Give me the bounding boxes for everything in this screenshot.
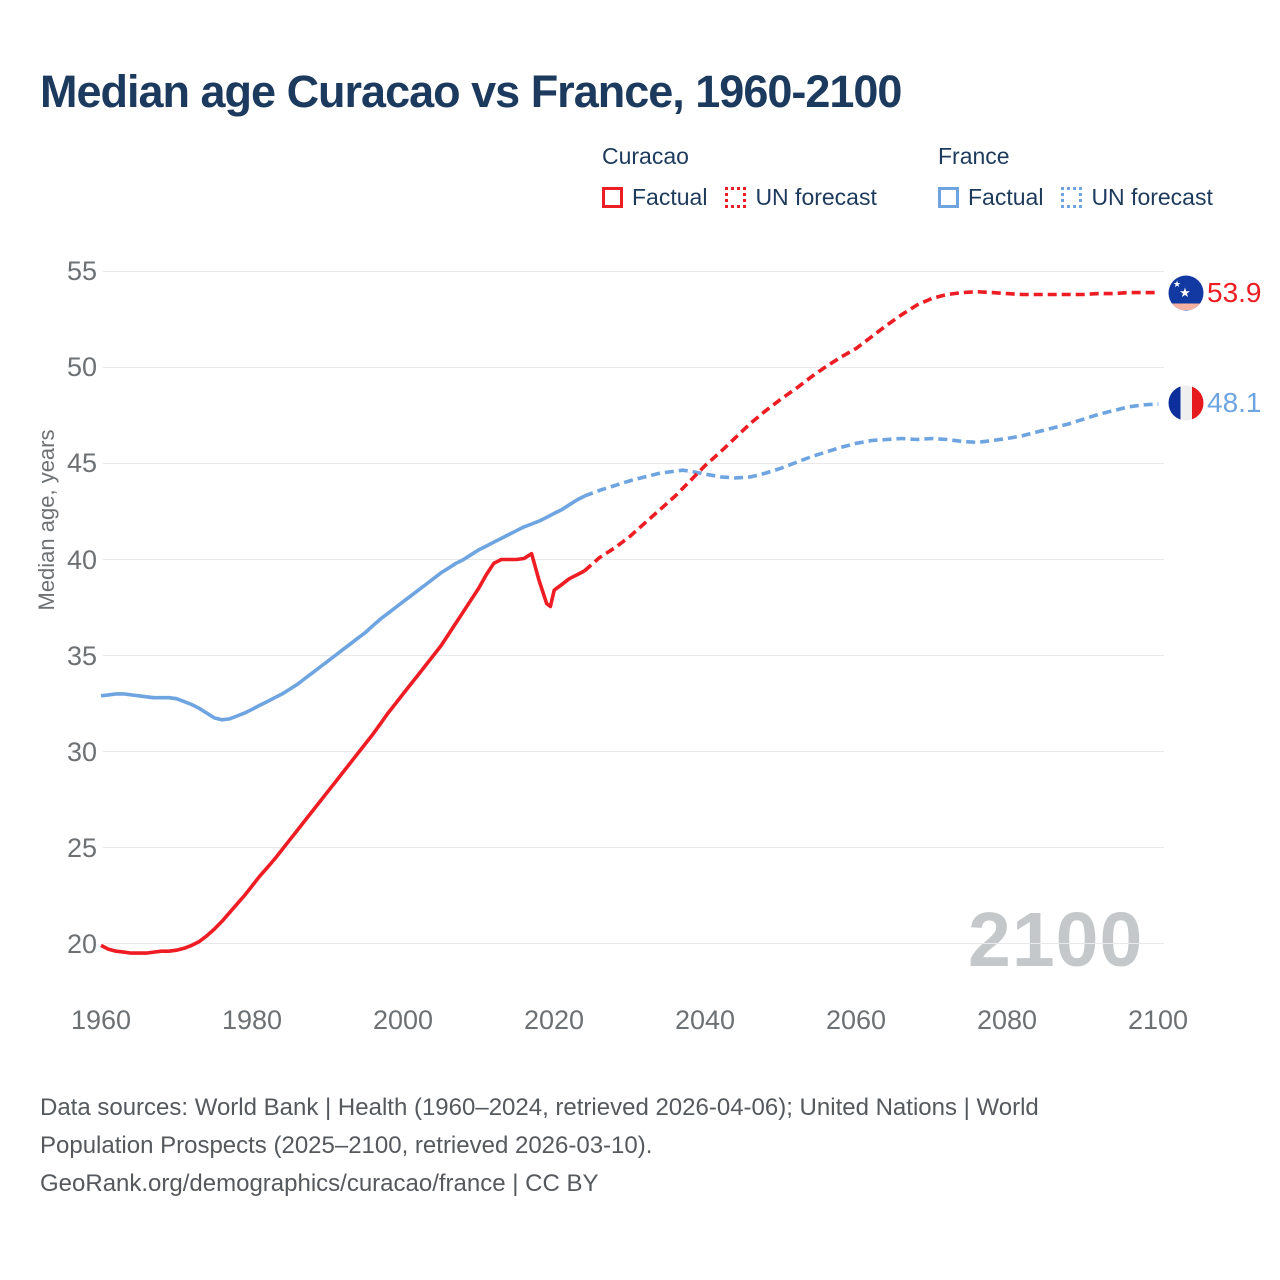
france-forecast-swatch-icon [1061,187,1083,208]
legend-item-label: Factual [968,184,1044,210]
y-tick-label: 50 [66,352,97,382]
curacao-factual-swatch-icon [602,187,623,208]
page-title: Median age Curacao vs France, 1960-2100 [40,66,902,117]
footer-attribution: GeoRank.org/demographics/curacao/france … [40,1170,599,1197]
svg-text:★: ★ [1179,286,1191,301]
france-flag-icon [1168,385,1204,421]
legend-item-label: UN forecast [755,184,877,210]
y-tick-label: 45 [66,448,97,478]
legend-group-france: France Factual UN forecast [938,143,1231,211]
x-tick-label: 1960 [70,1005,132,1035]
y-tick-label: 35 [66,641,97,671]
curacao-flag-icon: ★ ★ [1168,275,1204,311]
y-tick-label: 55 [66,256,97,286]
y-tick-label: 25 [66,833,97,863]
y-tick-label: 30 [66,737,97,767]
curacao-end-value: 53.9 [1207,277,1262,308]
footer-sources-line-1: Data sources: World Bank | Health (1960–… [40,1094,1039,1121]
legend-item-label: UN forecast [1091,184,1213,210]
x-tick-label: 2000 [372,1005,434,1035]
watermark-year: 2100 [968,897,1144,983]
legend-row: Factual UN forecast [602,184,895,211]
legend-group-title: Curacao [602,143,689,169]
x-tick-label: 2080 [976,1005,1038,1035]
legend-row: Factual UN forecast [938,184,1231,211]
x-tick-label: 2100 [1127,1005,1189,1035]
legend-group-title: France [938,143,1010,169]
legend-group-curacao: Curacao Factual UN forecast [602,143,895,211]
x-tick-label: 1980 [221,1005,283,1035]
series-lines [100,289,1159,955]
france-factual-swatch-icon [938,187,959,208]
legend-item-label: Factual [632,184,708,210]
y-tick-label: 40 [66,545,97,575]
svg-text:★: ★ [1173,280,1181,290]
curacao-forecast-swatch-icon [725,187,747,208]
footer: Data sources: World Bank | Health (1960–… [40,1089,1039,1203]
france-end-value: 48.1 [1207,387,1262,418]
footer-sources-line-2: Population Prospects (2025–2100, retriev… [40,1132,653,1159]
y-tick-label: 20 [66,929,97,959]
x-tick-label: 2040 [674,1005,736,1035]
gridlines [103,271,1164,944]
x-tick-label: 2020 [523,1005,585,1035]
x-tick-label: 2060 [825,1005,887,1035]
